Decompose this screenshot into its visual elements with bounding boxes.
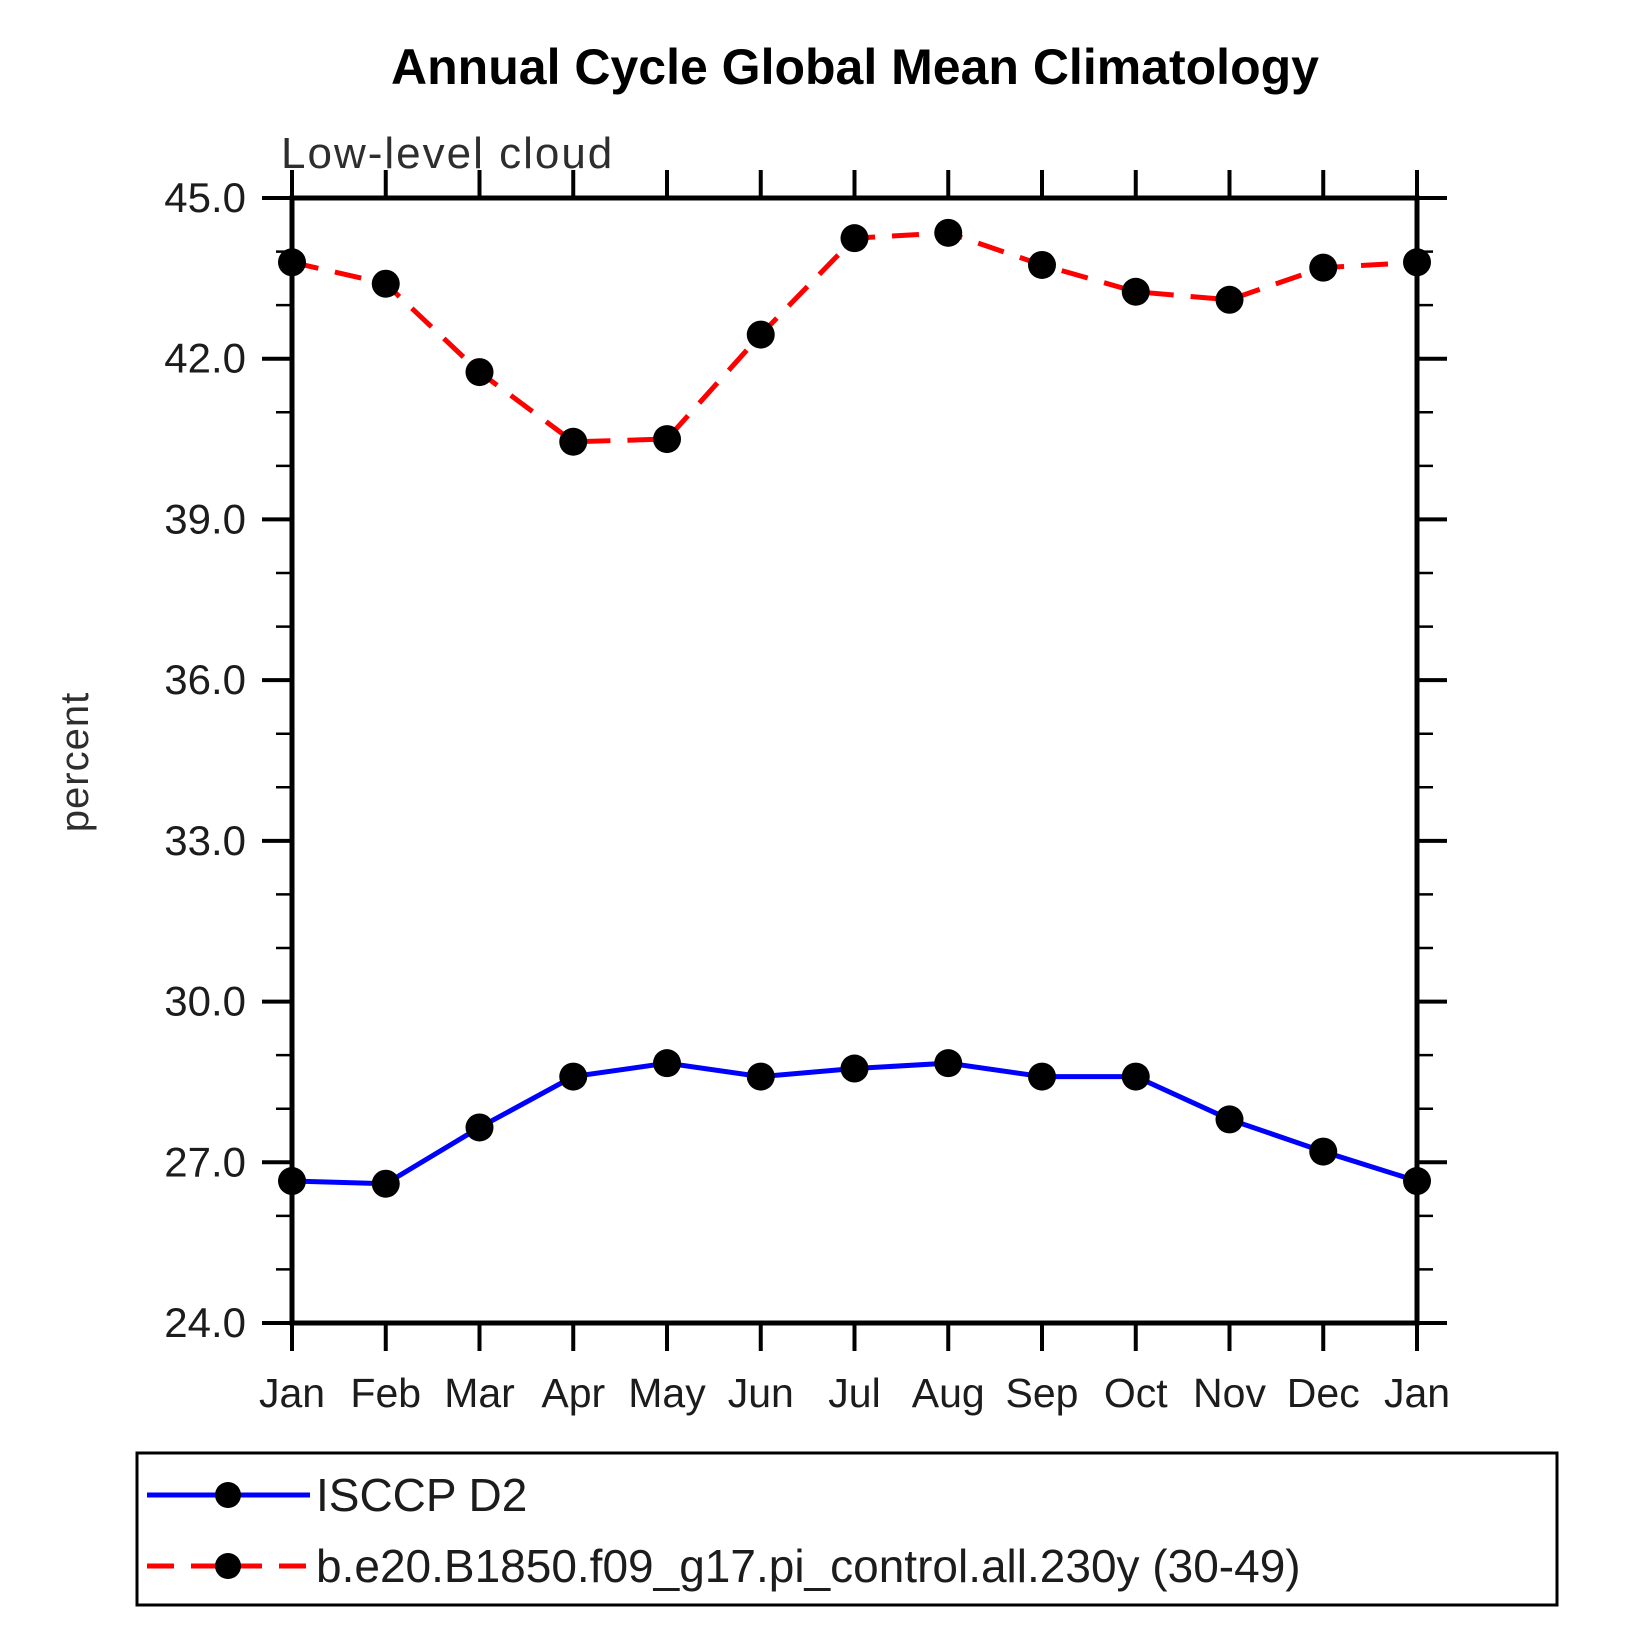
data-point-marker <box>840 1054 869 1083</box>
legend-marker-icon <box>215 1553 241 1579</box>
data-point-marker <box>1121 277 1150 306</box>
x-tick-label: Dec <box>1287 1370 1360 1416</box>
data-point-marker <box>1215 1105 1244 1134</box>
x-tick-label: May <box>628 1370 706 1416</box>
x-tick-label: Jan <box>1384 1370 1450 1416</box>
data-point-marker <box>465 358 494 387</box>
data-point-marker <box>278 248 306 277</box>
x-tick-label: Jun <box>728 1370 794 1416</box>
y-axis-label: percent <box>53 692 97 832</box>
y-tick-label: 45.0 <box>164 174 246 221</box>
legend-label: ISCCP D2 <box>316 1469 527 1521</box>
x-tick-label: Aug <box>912 1370 985 1416</box>
series-line-1 <box>291 230 1418 445</box>
legend-marker-icon <box>215 1482 241 1508</box>
data-point-marker <box>934 218 963 247</box>
y-tick-labels: 24.0 27.0 30.0 33.0 36.0 39.0 42.0 45.0 <box>164 174 246 1346</box>
data-point-marker <box>278 1167 306 1196</box>
x-tick-label: Jan <box>259 1370 325 1416</box>
legend: ISCCP D2 b.e20.B1850.f09_g17.pi_control.… <box>135 1451 1559 1607</box>
data-point-marker <box>1309 1137 1338 1166</box>
data-point-marker <box>465 1113 494 1142</box>
data-point-marker <box>1403 1167 1431 1196</box>
x-tick-labels: Jan Feb Mar Apr May Jun Jul Aug Sep Oct Nov Dec Jan <box>259 1370 1450 1416</box>
x-tick-label: Sep <box>1006 1370 1079 1416</box>
axes <box>262 170 1447 1351</box>
legend-item-model-run: b.e20.B1850.f09_g17.pi_control.all.230y … <box>147 1540 1301 1592</box>
data-point-marker <box>840 224 869 253</box>
x-tick-label: Feb <box>350 1370 421 1416</box>
x-tick-label: Nov <box>1193 1370 1266 1416</box>
data-series <box>278 218 1431 1198</box>
data-point-marker <box>653 425 681 454</box>
data-point-marker <box>1028 250 1056 279</box>
data-point-marker <box>1215 285 1244 314</box>
chart-title: Annual Cycle Global Mean Climatology <box>391 39 1319 95</box>
y-tick-label: 27.0 <box>164 1138 246 1185</box>
y-tick-label: 24.0 <box>164 1299 246 1346</box>
data-point-marker <box>1121 1062 1150 1091</box>
data-point-marker <box>746 1062 775 1091</box>
data-point-marker <box>371 1169 400 1198</box>
y-tick-label: 33.0 <box>164 817 246 864</box>
x-tick-label: Mar <box>444 1370 515 1416</box>
y-tick-label: 42.0 <box>164 335 246 382</box>
data-point-marker <box>1403 248 1431 277</box>
data-point-marker <box>371 269 400 298</box>
data-point-marker <box>1028 1062 1056 1091</box>
data-point-marker <box>1309 253 1338 282</box>
data-point-marker <box>559 427 588 456</box>
plot-frame <box>289 195 1420 1326</box>
y-tick-label: 39.0 <box>164 495 246 542</box>
data-point-marker <box>653 1049 681 1078</box>
data-point-marker <box>559 1062 588 1091</box>
data-point-marker <box>746 320 775 349</box>
legend-label: b.e20.B1850.f09_g17.pi_control.all.230y … <box>316 1540 1301 1592</box>
legend-item-isccp-d2: ISCCP D2 <box>147 1469 527 1521</box>
x-tick-label: Apr <box>541 1370 605 1416</box>
legend-box <box>135 1451 1559 1607</box>
x-tick-label: Jul <box>828 1370 880 1416</box>
x-tick-label: Oct <box>1104 1370 1168 1416</box>
data-point-marker <box>934 1049 963 1078</box>
y-tick-label: 30.0 <box>164 978 246 1025</box>
y-tick-label: 36.0 <box>164 656 246 703</box>
chart-subtitle: Low-level cloud <box>281 129 614 178</box>
